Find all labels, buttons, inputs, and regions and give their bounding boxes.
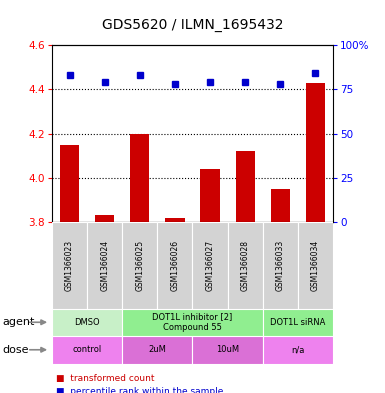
- Text: control: control: [72, 345, 102, 354]
- Text: 2uM: 2uM: [149, 345, 166, 354]
- Bar: [52, 336, 122, 364]
- Bar: [95, 215, 114, 222]
- Bar: [298, 222, 333, 309]
- Bar: [165, 218, 184, 222]
- Text: GSM1366034: GSM1366034: [311, 240, 320, 291]
- Text: GSM1366024: GSM1366024: [100, 240, 109, 291]
- Text: GSM1366027: GSM1366027: [206, 240, 214, 291]
- Bar: [122, 309, 263, 336]
- Text: GSM1366023: GSM1366023: [65, 240, 74, 291]
- Bar: [122, 222, 157, 309]
- Text: GDS5620 / ILMN_1695432: GDS5620 / ILMN_1695432: [102, 18, 283, 32]
- Text: DOT1L siRNA: DOT1L siRNA: [270, 318, 326, 327]
- Bar: [263, 222, 298, 309]
- Bar: [228, 222, 263, 309]
- Text: DMSO: DMSO: [74, 318, 100, 327]
- Bar: [60, 145, 79, 222]
- Text: ■  transformed count: ■ transformed count: [56, 374, 154, 383]
- Text: GSM1366033: GSM1366033: [276, 240, 285, 291]
- Bar: [263, 309, 333, 336]
- Text: GSM1366025: GSM1366025: [135, 240, 144, 291]
- Bar: [157, 222, 192, 309]
- Bar: [306, 83, 325, 222]
- Text: agent: agent: [2, 317, 34, 327]
- Text: DOT1L inhibitor [2]
Compound 55: DOT1L inhibitor [2] Compound 55: [152, 312, 233, 332]
- Bar: [201, 169, 220, 222]
- Bar: [122, 336, 192, 364]
- Bar: [263, 336, 333, 364]
- Bar: [52, 309, 122, 336]
- Bar: [192, 222, 228, 309]
- Text: dose: dose: [2, 345, 28, 355]
- Bar: [130, 134, 149, 222]
- Bar: [271, 189, 290, 222]
- Bar: [52, 222, 87, 309]
- Text: n/a: n/a: [291, 345, 305, 354]
- Text: GSM1366028: GSM1366028: [241, 240, 250, 291]
- Text: GSM1366026: GSM1366026: [171, 240, 179, 291]
- Text: ■  percentile rank within the sample: ■ percentile rank within the sample: [56, 387, 223, 393]
- Bar: [87, 222, 122, 309]
- Bar: [236, 151, 255, 222]
- Bar: [192, 336, 263, 364]
- Text: 10uM: 10uM: [216, 345, 239, 354]
